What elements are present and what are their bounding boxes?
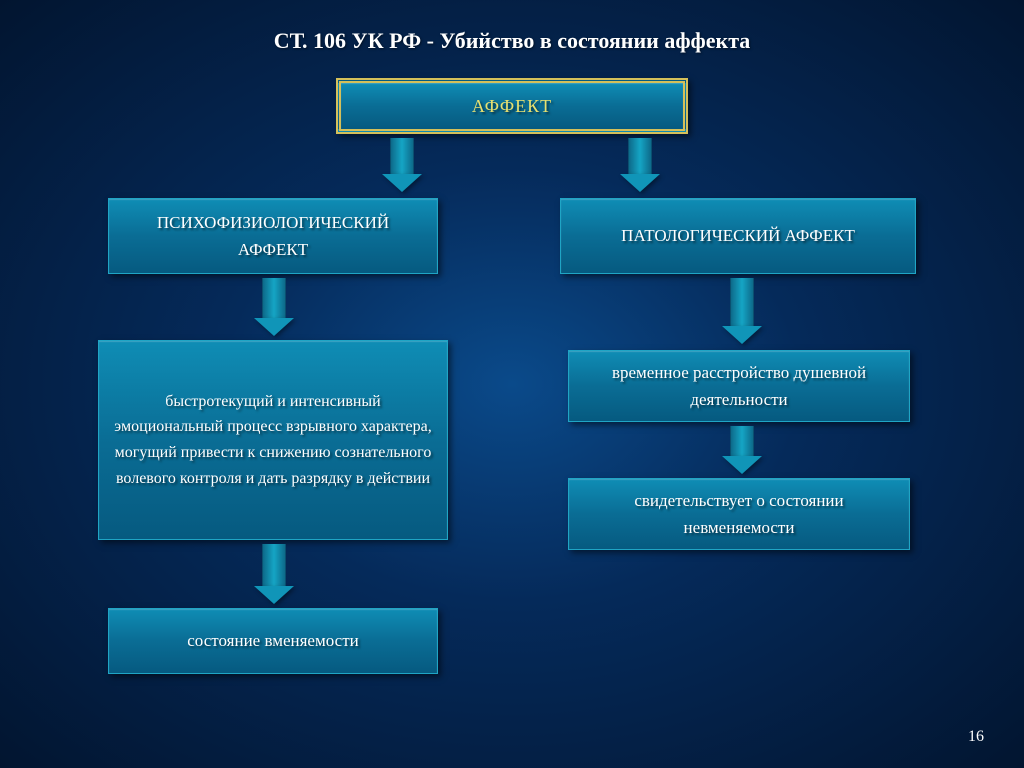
node-right-1: ПАТОЛОГИЧЕСКИЙ АФФЕКТ — [560, 198, 916, 274]
node-root: АФФЕКТ — [336, 78, 688, 134]
node-left-1-label: ПСИХОФИЗИОЛОГИЧЕСКИЙ АФФЕКТ — [123, 209, 423, 263]
node-left-2: быстротекущий и интенсивный эмоциональны… — [98, 340, 448, 540]
node-right-2-label: временное расстройство душевной деятельн… — [583, 359, 895, 413]
node-left-3-label: состояние вменяемости — [187, 627, 358, 654]
node-right-1-label: ПАТОЛОГИЧЕСКИЙ АФФЕКТ — [621, 222, 855, 249]
arrow-left-1-2 — [254, 278, 294, 336]
page-number: 16 — [968, 728, 984, 746]
arrow-root-right — [620, 138, 660, 192]
arrow-right-2-3 — [722, 426, 762, 474]
node-right-3-label: свидетельствует о состоянии невменяемост… — [583, 487, 895, 541]
arrow-left-2-3 — [254, 544, 294, 604]
arrow-right-1-2 — [722, 278, 762, 344]
arrow-root-left — [382, 138, 422, 192]
node-left-1: ПСИХОФИЗИОЛОГИЧЕСКИЙ АФФЕКТ — [108, 198, 438, 274]
node-root-label: АФФЕКТ — [472, 92, 552, 121]
node-right-3: свидетельствует о состоянии невменяемост… — [568, 478, 910, 550]
slide-title: СТ. 106 УК РФ - Убийство в состоянии афф… — [0, 0, 1024, 54]
node-left-2-label: быстротекущий и интенсивный эмоциональны… — [113, 389, 433, 491]
node-right-2: временное расстройство душевной деятельн… — [568, 350, 910, 422]
node-left-3: состояние вменяемости — [108, 608, 438, 674]
